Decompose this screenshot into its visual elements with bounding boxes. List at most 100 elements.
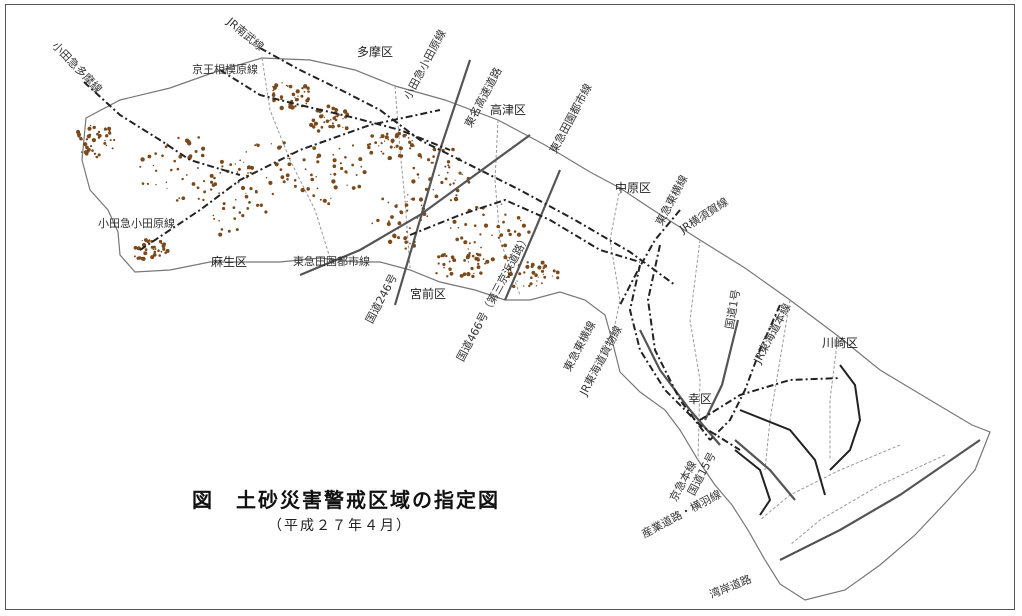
hazard-dot xyxy=(397,236,400,240)
hazard-dot xyxy=(427,158,431,162)
hazard-dot xyxy=(90,145,93,148)
hazard-dot xyxy=(452,258,457,263)
hazard-dot xyxy=(376,218,380,223)
hazard-dot xyxy=(411,179,416,184)
hazard-dot xyxy=(310,177,315,182)
hazard-dot xyxy=(310,173,313,177)
hazard-dot xyxy=(383,140,386,142)
hazard-dot xyxy=(406,200,408,203)
hazard-dot xyxy=(268,180,273,185)
hazard-dot xyxy=(542,267,545,270)
hazard-dot xyxy=(139,256,143,260)
hazard-dot xyxy=(508,271,513,277)
hazard-dot xyxy=(141,239,143,242)
hazard-dot xyxy=(407,194,409,196)
hazard-dot xyxy=(316,160,320,164)
hazard-dot xyxy=(336,115,339,118)
roads xyxy=(299,59,981,561)
hazard-dot xyxy=(293,184,297,188)
route-label-keio: 京王相模原線 xyxy=(192,63,258,76)
hazard-dot xyxy=(307,90,310,93)
railways xyxy=(83,47,862,516)
hazard-dot xyxy=(175,199,179,202)
rail-keikyu-daishi xyxy=(829,364,862,471)
hazard-dot xyxy=(498,226,500,229)
hazard-dot xyxy=(153,250,157,254)
hazard-dot xyxy=(396,204,398,206)
hazard-dot xyxy=(525,264,530,269)
hazard-dot xyxy=(529,282,533,286)
road-15 xyxy=(639,329,721,446)
hazard-dot xyxy=(95,155,98,158)
hazard-dot xyxy=(448,260,451,263)
hazard-dot xyxy=(411,140,413,142)
hazard-dot xyxy=(291,92,296,97)
hazard-dot xyxy=(162,242,166,246)
hazard-dot xyxy=(254,189,258,193)
hazard-dot xyxy=(442,262,446,267)
hazard-dot xyxy=(287,162,292,167)
hazard-dot xyxy=(181,177,184,181)
hazard-dot xyxy=(139,165,142,168)
road-1 xyxy=(704,319,740,421)
hazard-dot xyxy=(527,230,531,234)
hazard-dot xyxy=(437,255,441,259)
hazard-dot xyxy=(468,242,471,245)
city-boundary xyxy=(81,57,991,601)
hazard-dot xyxy=(141,182,145,185)
hazard-dot xyxy=(367,145,371,150)
hazard-dot xyxy=(203,191,206,194)
hazard-dot xyxy=(479,233,482,236)
hazard-dot xyxy=(141,256,146,261)
hazard-dot xyxy=(227,229,231,233)
hazard-dot xyxy=(280,175,285,180)
hazard-dot xyxy=(309,123,313,127)
hazard-dot xyxy=(444,177,448,181)
hazard-dot xyxy=(153,245,156,249)
hazard-dot xyxy=(408,141,411,144)
hazard-dot xyxy=(218,232,223,237)
hazard-dot xyxy=(300,187,305,193)
hazard-dot xyxy=(332,153,335,156)
hazard-dot xyxy=(508,232,512,237)
figure-title-text: 土砂災害警戒区域の指定図 xyxy=(236,488,500,512)
hazard-dot xyxy=(279,145,283,149)
hazard-dot xyxy=(337,124,341,128)
hazard-dot xyxy=(97,130,101,134)
hazard-dot xyxy=(303,84,308,89)
hazard-dot xyxy=(235,198,237,201)
hazard-dot xyxy=(264,210,268,214)
hazard-dot xyxy=(449,199,453,202)
hazard-dot xyxy=(221,165,224,168)
hazard-dot xyxy=(448,166,451,169)
hazard-dot xyxy=(301,87,304,90)
hazard-dot xyxy=(461,173,463,176)
hazard-dot xyxy=(239,159,242,162)
hazard-dot xyxy=(201,146,206,151)
hazard-dot xyxy=(331,179,336,184)
hazard-dot xyxy=(237,167,241,171)
hazard-dot xyxy=(381,197,385,201)
hazard-dot xyxy=(333,185,338,190)
hazard-dot xyxy=(161,154,164,157)
hazard-dot xyxy=(300,94,304,98)
hazard-dot xyxy=(244,194,249,199)
hazard-dot xyxy=(459,274,464,278)
rail-yokosuka xyxy=(646,244,711,441)
hazard-dot xyxy=(445,254,448,258)
hazard-dot xyxy=(416,173,420,176)
hazard-dot xyxy=(398,146,403,151)
hazard-dot xyxy=(322,198,327,203)
hazard-dot xyxy=(312,146,317,151)
hazard-dot xyxy=(265,176,268,179)
hazard-dot xyxy=(286,85,289,87)
hazard-dot xyxy=(536,280,538,282)
hazard-dot xyxy=(89,124,92,127)
hazard-dot xyxy=(303,90,306,93)
hazard-dot xyxy=(362,170,367,175)
hazard-dot xyxy=(513,230,517,233)
hazard-dot xyxy=(455,237,460,242)
hazard-dot xyxy=(210,188,213,191)
hazard-dot xyxy=(374,141,378,145)
hazard-dot xyxy=(392,138,394,141)
